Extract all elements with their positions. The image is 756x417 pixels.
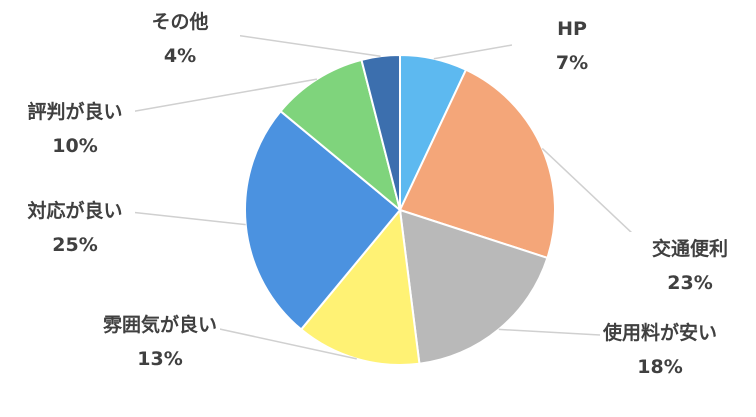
leader-line <box>129 78 318 113</box>
category-label: HP <box>557 18 587 40</box>
data-label: その他 4% <box>120 5 240 73</box>
category-label: 雰囲気が良い <box>102 314 217 336</box>
category-label: 評判が良い <box>27 101 123 123</box>
data-label: 使用料が安い 18% <box>600 316 720 384</box>
value-label: 18% <box>637 356 683 378</box>
value-label: 23% <box>667 272 713 294</box>
pie-slice <box>398 208 549 365</box>
value-label: 25% <box>52 234 98 256</box>
data-label: 交通便利 23% <box>630 232 750 300</box>
value-label: 7% <box>555 52 589 74</box>
category-label: 使用料が安い <box>602 322 717 344</box>
data-label: 評判が良い 10% <box>15 95 135 163</box>
category-label: 交通便利 <box>651 238 728 260</box>
leader-line <box>214 327 357 360</box>
value-label: 13% <box>137 348 183 370</box>
leader-line <box>433 44 513 60</box>
data-label: 対応が良い 25% <box>15 194 135 262</box>
data-label: HP 7% <box>512 12 632 80</box>
data-label: 雰囲気が良い 13% <box>100 308 220 376</box>
value-label: 4% <box>163 45 197 67</box>
category-label: その他 <box>151 11 209 33</box>
leader-line <box>129 211 246 226</box>
value-label: 10% <box>52 135 98 157</box>
pie-slice <box>299 207 421 366</box>
leader-line <box>498 328 601 336</box>
leader-line <box>234 34 381 57</box>
category-label: 対応が良い <box>27 200 123 222</box>
